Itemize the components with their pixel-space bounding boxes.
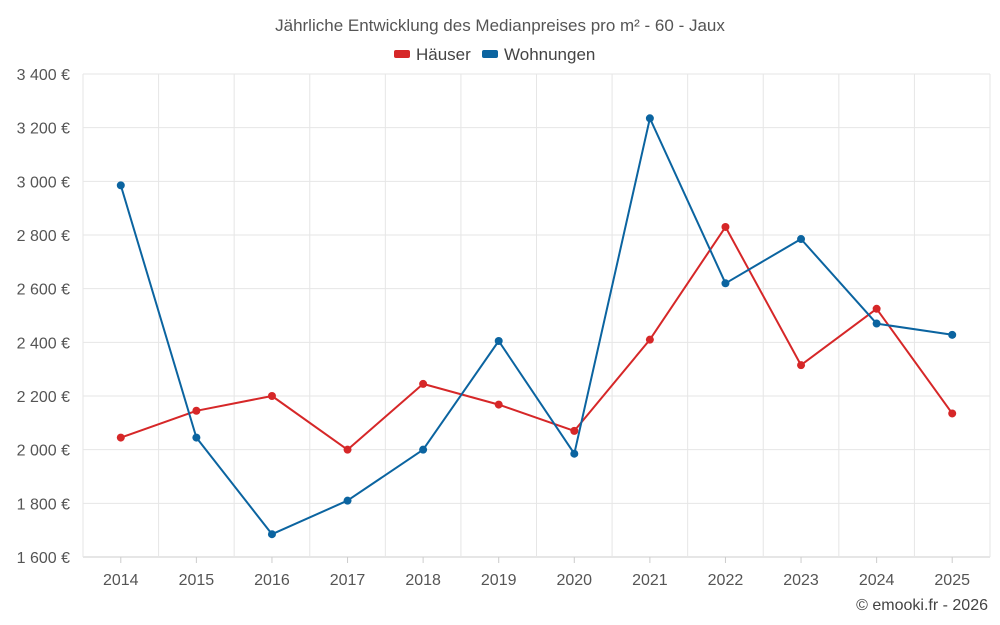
y-axis: 1 600 € 1 800 € 2 000 € 2 200 € 2 400 € 2 600… <box>17 67 70 567</box>
y-tick-label: 2 000 € <box>17 443 70 460</box>
legend-item-1[interactable]: Wohnungen <box>482 45 595 64</box>
y-tick-label: 3 000 € <box>17 174 70 191</box>
data-point[interactable] <box>570 449 579 458</box>
legend-label: Wohnungen <box>504 45 595 64</box>
x-tick-label: 2019 <box>481 572 517 589</box>
data-point[interactable] <box>343 445 352 454</box>
legend-swatch <box>394 50 410 58</box>
data-point[interactable] <box>872 319 881 328</box>
y-tick-label: 3 200 € <box>17 121 70 138</box>
x-tick-label: 2015 <box>179 572 215 589</box>
chart-title: Jährliche Entwicklung des Medianpreises … <box>275 16 725 35</box>
series-group <box>116 114 957 539</box>
series-0 <box>116 222 957 454</box>
legend-item-0[interactable]: Häuser <box>394 45 471 64</box>
x-tick-label: 2020 <box>556 572 592 589</box>
x-tick-label: 2023 <box>783 572 819 589</box>
data-point[interactable] <box>116 433 125 442</box>
data-point[interactable] <box>797 361 806 370</box>
series-line <box>119 117 953 536</box>
x-axis: 2014 2015 2016 2017 2018 2019 2020 2021 2022 2023… <box>103 557 970 589</box>
y-tick-label: 2 200 € <box>17 389 70 406</box>
y-tick-label: 3 400 € <box>17 67 70 84</box>
data-point[interactable] <box>948 330 957 339</box>
legend-label: Häuser <box>416 45 471 64</box>
y-tick-label: 1 800 € <box>17 496 70 513</box>
data-point[interactable] <box>948 409 957 418</box>
series-1 <box>116 114 957 539</box>
x-tick-label: 2017 <box>330 572 366 589</box>
x-tick-label: 2018 <box>405 572 441 589</box>
legend-swatch <box>482 50 498 58</box>
data-point[interactable] <box>343 496 352 505</box>
x-tick-label: 2014 <box>103 572 139 589</box>
data-point[interactable] <box>645 114 654 123</box>
y-tick-label: 1 600 € <box>17 550 70 567</box>
data-point[interactable] <box>721 279 730 288</box>
x-tick-label: 2025 <box>934 572 970 589</box>
data-point[interactable] <box>267 392 276 400</box>
series-line <box>120 225 954 451</box>
data-point[interactable] <box>192 406 201 415</box>
y-tick-label: 2 400 € <box>17 335 70 352</box>
data-point[interactable] <box>419 379 428 388</box>
x-tick-label: 2024 <box>859 572 895 589</box>
data-point[interactable] <box>116 181 125 190</box>
data-point[interactable] <box>872 304 881 313</box>
x-tick-label: 2016 <box>254 572 290 589</box>
data-point[interactable] <box>721 222 730 231</box>
data-point[interactable] <box>797 235 806 244</box>
data-point[interactable] <box>645 335 654 344</box>
data-point[interactable] <box>570 426 579 435</box>
data-point[interactable] <box>419 445 428 454</box>
legend: Häuser Wohnungen <box>394 45 595 64</box>
data-point[interactable] <box>494 336 503 345</box>
grid <box>82 73 991 558</box>
credit-text: © emooki.fr - 2026 <box>856 597 988 614</box>
data-point[interactable] <box>494 400 503 409</box>
data-point[interactable] <box>192 433 201 442</box>
x-tick-label: 2021 <box>632 572 668 589</box>
data-point[interactable] <box>267 530 276 539</box>
y-tick-label: 2 600 € <box>17 282 70 299</box>
y-tick-label: 2 800 € <box>17 228 70 245</box>
x-tick-label: 2022 <box>708 572 744 589</box>
